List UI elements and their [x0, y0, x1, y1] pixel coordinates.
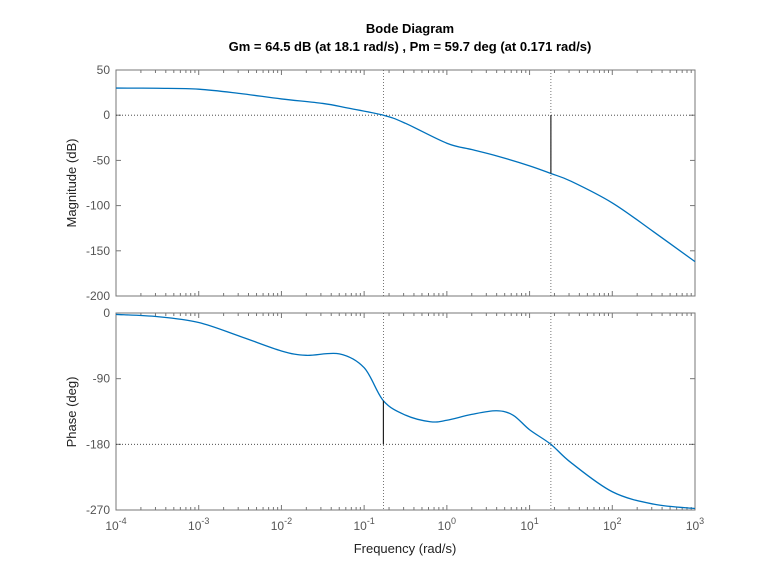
plot-area: [115, 312, 696, 511]
x-tick-label: 10-1: [353, 516, 374, 533]
y-tick-label: -50: [93, 153, 111, 167]
y-tick-label: -270: [86, 503, 110, 517]
magnitude-plot: 50 0 -50 -100 -150 -200: [86, 63, 696, 303]
chart-subtitle: Gm = 64.5 dB (at 18.1 rad/s) , Pm = 59.7…: [229, 39, 592, 54]
x-tick-label: 10-4: [105, 516, 126, 533]
y-tick-label: -200: [86, 289, 110, 303]
phase-axis-label: Phase (deg): [64, 377, 79, 448]
plot-area: [115, 69, 696, 297]
x-tick-label: 103: [686, 516, 704, 533]
y-tick-label: 50: [97, 63, 111, 77]
x-tick-label: 102: [603, 516, 621, 533]
y-tick-label: -150: [86, 244, 110, 258]
x-axis-label: Frequency (rad/s): [354, 541, 457, 556]
magnitude-curve: [115, 87, 696, 263]
x-tick-label: 100: [438, 516, 456, 533]
x-tick-label: 101: [520, 516, 538, 533]
magnitude-axis-label: Magnitude (dB): [64, 139, 79, 228]
y-tick-label: 0: [103, 306, 110, 320]
x-tick-label: 10-3: [188, 516, 209, 533]
y-tick-label: -100: [86, 199, 110, 213]
chart-title: Bode Diagram: [366, 21, 454, 36]
x-tick-label: 10-2: [271, 516, 292, 533]
phase-curve: [115, 313, 696, 510]
y-tick-label: 0: [103, 108, 110, 122]
phase-plot: 0 -90 -180 -270: [86, 306, 696, 517]
y-tick-label: -180: [86, 437, 110, 451]
y-tick-label: -90: [93, 372, 111, 386]
